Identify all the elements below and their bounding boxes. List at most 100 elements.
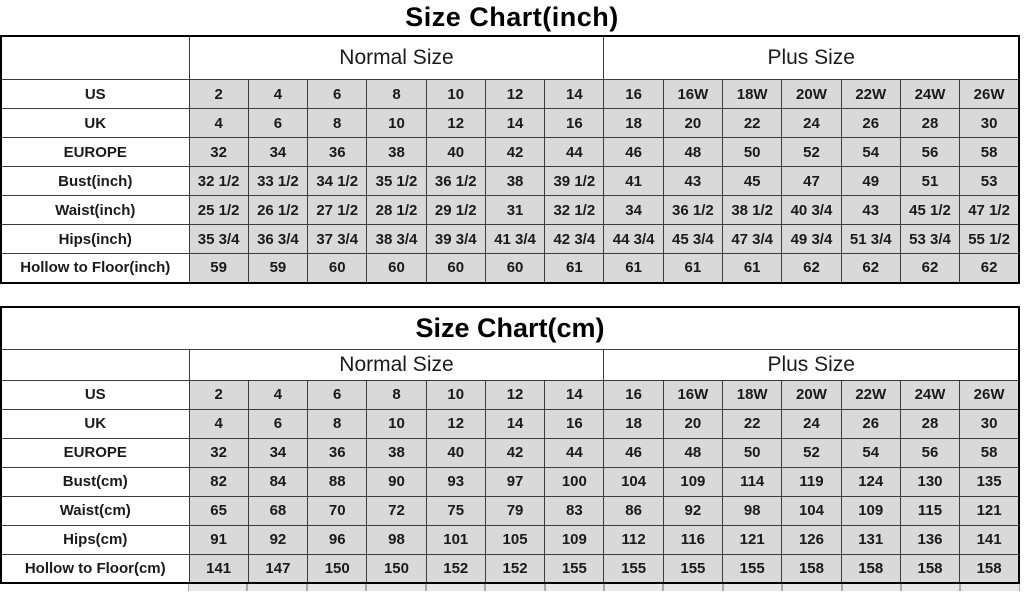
size-cell: 58 xyxy=(959,437,1020,468)
table-row: US 2 4 6 8 10 12 14 16 16W 18W 20W 22W 24W 26W xyxy=(0,379,1020,410)
size-cell: 98 xyxy=(366,524,427,555)
size-cell: 41 3/4 xyxy=(484,224,546,254)
size-cell: 30 xyxy=(959,108,1020,138)
size-cell: 38 xyxy=(366,137,427,167)
size-cell: 41 xyxy=(603,166,664,196)
size-cell: 158 xyxy=(899,553,961,584)
size-cell: 141 xyxy=(959,524,1020,555)
size-cell: 109 xyxy=(544,524,605,555)
size-cell: 6 xyxy=(307,379,368,410)
size-cell: 155 xyxy=(662,553,724,584)
size-cell: 50 xyxy=(722,137,783,167)
size-cell: 22 xyxy=(722,108,783,138)
group-header-plus-size: Plus Size xyxy=(603,348,1020,381)
size-cell: 112 xyxy=(603,524,664,555)
size-cell: 54 xyxy=(840,437,901,468)
size-cell: 10 xyxy=(366,108,427,138)
size-cell: 4 xyxy=(247,79,309,109)
size-cell: 62 xyxy=(840,253,901,283)
size-cell: 61 xyxy=(722,253,783,283)
size-cell: 36 1/2 xyxy=(662,195,724,225)
size-cell: 60 xyxy=(307,253,368,283)
size-cell: 70 xyxy=(307,495,368,526)
size-cell: 98 xyxy=(722,495,783,526)
size-cell: 4 xyxy=(188,108,249,138)
size-cell: 92 xyxy=(247,524,309,555)
size-cell: 91 xyxy=(188,524,249,555)
size-cell: 37 3/4 xyxy=(307,224,368,254)
size-cell: 34 xyxy=(247,137,309,167)
size-cell: 12 xyxy=(425,108,486,138)
size-cell: 34 xyxy=(247,437,309,468)
size-cell: 45 3/4 xyxy=(662,224,724,254)
group-header-normal-size: Normal Size xyxy=(188,35,605,80)
size-cell: 47 3/4 xyxy=(722,224,783,254)
size-cell: 22W xyxy=(840,379,901,410)
size-cell: 150 xyxy=(366,553,427,584)
size-cell: 18W xyxy=(722,379,783,410)
size-cell: 60 xyxy=(484,253,546,283)
size-cell: 90 xyxy=(366,466,427,497)
size-cell: 26 1/2 xyxy=(247,195,309,225)
size-cell: 58 xyxy=(959,137,1020,167)
size-chart-inch-title: Size Chart(inch) xyxy=(405,2,619,32)
table-row: Bust(cm) 82 84 88 90 93 97 100 104 109 114 119 124 13… xyxy=(0,466,1020,497)
size-cell: 135 xyxy=(959,466,1020,497)
size-cell: 38 xyxy=(484,166,546,196)
size-cell: 42 xyxy=(484,437,546,468)
size-cell: 60 xyxy=(425,253,486,283)
size-cell: 26 xyxy=(840,108,901,138)
size-cell: 26 xyxy=(840,408,901,439)
cutoff-cell xyxy=(722,584,783,591)
size-cell: 8 xyxy=(307,408,368,439)
size-cell: 16W xyxy=(662,379,724,410)
size-cell: 115 xyxy=(899,495,961,526)
table-row: Hollow to Floor(cm) 141 147 150 150 152 152 155… xyxy=(0,553,1020,584)
size-cell: 26W xyxy=(959,379,1020,410)
size-cell: 105 xyxy=(484,524,546,555)
size-cell: 130 xyxy=(899,466,961,497)
row-label: Hollow to Floor(inch) xyxy=(0,253,190,283)
size-cell: 52 xyxy=(781,437,842,468)
cutoff-partial-row xyxy=(188,584,1020,591)
size-cell: 36 3/4 xyxy=(247,224,309,254)
size-cell: 56 xyxy=(899,137,961,167)
size-cell: 14 xyxy=(484,408,546,439)
size-cell: 43 xyxy=(662,166,724,196)
size-cell: 35 3/4 xyxy=(188,224,249,254)
row-label: Bust(cm) xyxy=(0,466,190,497)
size-cell: 59 xyxy=(188,253,249,283)
size-cell: 101 xyxy=(425,524,486,555)
size-cell: 4 xyxy=(188,408,249,439)
size-cell: 16 xyxy=(544,108,605,138)
size-cell: 8 xyxy=(366,79,427,109)
size-cell: 8 xyxy=(366,379,427,410)
size-cell: 121 xyxy=(959,495,1020,526)
table-row: UK 4 6 8 10 12 14 16 18 20 22 24 26 28 30 xyxy=(0,408,1020,439)
size-cell: 32 xyxy=(188,137,249,167)
group-header-normal-size: Normal Size xyxy=(188,348,605,381)
size-cell: 33 1/2 xyxy=(247,166,309,196)
size-cell: 47 xyxy=(781,166,842,196)
size-chart-cm-table: Size Chart(cm) Normal Size Plus Size US 2 4 6 8… xyxy=(0,305,1020,584)
size-cell: 93 xyxy=(425,466,486,497)
table-row: EUROPE 32 34 36 38 40 42 44 46 48 50 52 54 56 58 xyxy=(0,437,1020,468)
size-cell: 18 xyxy=(603,108,664,138)
size-cell: 47 1/2 xyxy=(959,195,1020,225)
cutoff-cell xyxy=(366,584,426,591)
size-cell: 20W xyxy=(781,379,842,410)
size-cell: 136 xyxy=(899,524,961,555)
size-cell: 49 3/4 xyxy=(781,224,842,254)
size-cell: 61 xyxy=(662,253,724,283)
size-cell: 22W xyxy=(840,79,901,109)
size-cell: 49 xyxy=(840,166,901,196)
size-cell: 45 xyxy=(722,166,783,196)
size-cell: 152 xyxy=(425,553,486,584)
table-row: Waist(inch) 25 1/2 26 1/2 27 1/2 28 1/2 29 1/… xyxy=(0,195,1020,225)
size-cell: 40 xyxy=(425,437,486,468)
size-cell: 48 xyxy=(662,137,724,167)
size-cell: 61 xyxy=(603,253,664,283)
size-cell: 38 xyxy=(366,437,427,468)
size-cell: 32 xyxy=(188,437,249,468)
